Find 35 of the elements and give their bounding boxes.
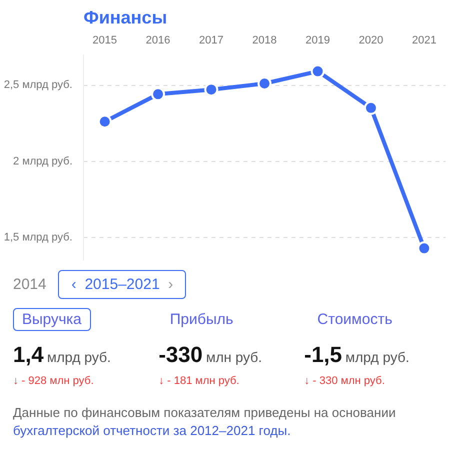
- x-tick-label: 2015: [92, 34, 118, 46]
- text: Выручка: [13, 308, 91, 332]
- text: -1,5: [304, 342, 342, 367]
- x-tick-label: 2017: [199, 34, 224, 46]
- x-tick-label: 2020: [358, 34, 384, 46]
- text: млрд руб.: [345, 348, 410, 365]
- text: ↓ - 928 млн руб.: [13, 374, 95, 390]
- text: 2014: [13, 276, 46, 293]
- text: ›: [168, 276, 174, 293]
- y-tick-label: 2,5 млрд руб.: [4, 79, 73, 92]
- point: [151, 87, 166, 102]
- text: ↓ - 181 млн руб.: [158, 374, 240, 390]
- point: [258, 76, 272, 90]
- point: [98, 114, 112, 129]
- text: 1,4: [13, 342, 44, 367]
- point: [310, 64, 325, 78]
- text: Данные по финансовым показателям приведены на основании: [13, 404, 396, 420]
- x-tick-label: 2016: [146, 34, 170, 46]
- point: [417, 241, 432, 256]
- x-tick-label: 2018: [252, 34, 277, 46]
- y-tick-label: 2 млрд руб.: [13, 155, 72, 168]
- y-tick-label: 1,5 млрд руб.: [4, 232, 73, 244]
- text: млрд руб.: [46, 348, 111, 365]
- text: Стоимость: [316, 310, 394, 330]
- text: -330: [158, 342, 203, 367]
- point: [204, 82, 218, 97]
- text: ‹ 2015–2021: [71, 276, 160, 293]
- text: ↓ - 330 млн руб.: [304, 374, 386, 390]
- chart-title: Финансы: [84, 8, 168, 28]
- text: Прибыль: [168, 310, 234, 330]
- text: бухгалтерской отчетности за 2012–2021 годы.: [13, 423, 291, 438]
- text: млн руб.: [206, 348, 262, 365]
- x-tick-label: 2021: [412, 34, 436, 46]
- x-tick-label: 2019: [306, 34, 330, 46]
- point: [364, 100, 378, 115]
